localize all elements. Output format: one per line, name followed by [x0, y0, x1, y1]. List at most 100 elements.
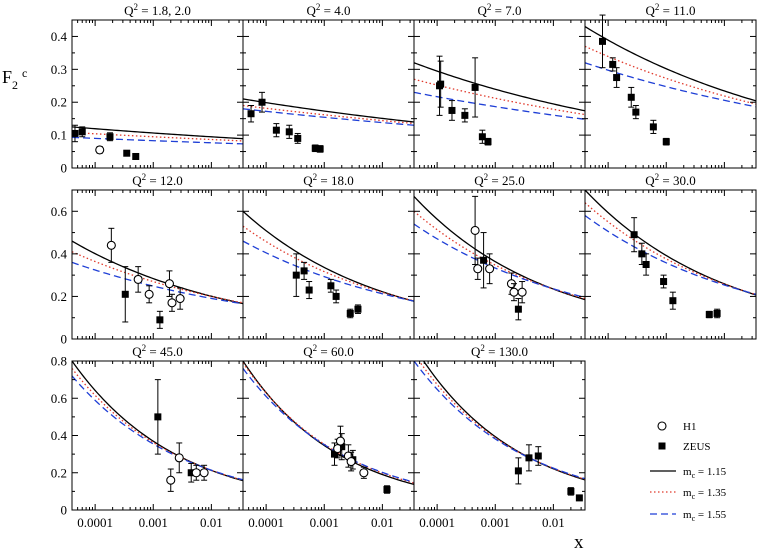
zeus-point — [187, 469, 195, 477]
y-tick-label: 0.4 — [51, 29, 68, 44]
curve-mc155 — [72, 136, 243, 145]
panel: Q2 = 11.0 — [584, 2, 757, 169]
y-axis-label-main: F — [2, 67, 12, 87]
panel: Q2 = 25.0 — [413, 172, 586, 340]
zeus-point — [156, 316, 164, 324]
curve-mc115 — [414, 62, 585, 112]
curve-mc115 — [243, 98, 414, 123]
zeus-point — [316, 145, 324, 153]
zeus-point — [330, 450, 338, 458]
zeus-point — [346, 309, 354, 317]
curve-mc135 — [585, 202, 756, 296]
h1-point — [95, 145, 105, 155]
zeus-point — [383, 486, 391, 494]
curve-mc115 — [414, 195, 585, 301]
h1-point — [175, 294, 185, 304]
x-tick-label: 0.0001 — [248, 515, 284, 530]
legend-marker-h1 — [657, 421, 667, 431]
x-tick-label: 0.001 — [481, 515, 510, 530]
zeus-point — [669, 297, 677, 305]
panel: Q2 = 60.0 0.0001 0.001 0.01 — [242, 343, 415, 530]
panel-frame — [584, 189, 757, 340]
curve-mc115 — [585, 190, 756, 296]
zeus-point — [598, 37, 606, 45]
zeus-point — [272, 126, 280, 134]
y-tick-label: 0 — [61, 503, 68, 518]
h1-point — [199, 468, 209, 478]
zeus-point — [332, 292, 340, 300]
legend-label-mc135: mc = 1.35 — [683, 487, 727, 501]
panel-title: Q2 = 7.0 — [478, 2, 522, 18]
curve-mc135 — [418, 361, 585, 480]
curve-mc155 — [414, 91, 585, 120]
x-tick-label: 0.01 — [200, 515, 223, 530]
y-tick-label: 0 — [61, 332, 68, 347]
panel-frame — [71, 19, 244, 169]
h1-point — [191, 468, 201, 478]
x-tick-label: 0.0001 — [77, 515, 113, 530]
zeus-point — [642, 261, 650, 268]
y-tick-label: 0.2 — [51, 289, 67, 304]
y-tick-label: 0.2 — [51, 95, 67, 110]
h1-point — [509, 287, 519, 297]
zeus-point — [448, 106, 456, 114]
panel: Q2 = 7.0 — [413, 2, 586, 169]
h1-point — [359, 468, 369, 478]
x-tick-label: 0.0001 — [419, 515, 455, 530]
x-axis-label: x — [574, 532, 584, 552]
curve-mc115 — [585, 26, 756, 102]
zeus-point — [258, 98, 266, 106]
curve-mc135 — [72, 251, 243, 304]
panel-title: Q2 = 130.0 — [471, 343, 528, 359]
zeus-point — [71, 129, 79, 137]
panel: Q2 = 4.0 — [242, 2, 415, 169]
zeus-point — [437, 80, 445, 88]
zeus-point — [285, 128, 293, 136]
zeus-point — [78, 128, 86, 136]
panel-frame — [242, 189, 415, 340]
y-tick-label: 0.4 — [51, 246, 68, 261]
zeus-point — [461, 111, 469, 119]
h1-point — [485, 264, 495, 274]
curve-mc115 — [422, 361, 585, 481]
zeus-point — [478, 133, 486, 141]
y-tick-label: 0.1 — [51, 128, 67, 143]
curve-mc135 — [243, 225, 414, 302]
curve-mc115 — [243, 210, 414, 302]
curve-mc135 — [243, 362, 414, 484]
y-tick-label: 0.6 — [51, 391, 68, 406]
panel-title: Q2 = 11.0 — [646, 2, 696, 18]
curve-mc155 — [72, 261, 243, 305]
panel: Q2 = 12.0 0 0.2 0.4 0.6 — [51, 172, 244, 347]
zeus-point — [327, 282, 335, 290]
panel-title: Q2 = 4.0 — [307, 2, 351, 18]
zeus-point — [471, 83, 479, 91]
curve-mc155 — [414, 361, 585, 480]
zeus-point — [627, 93, 635, 101]
y-tick-label: 0 — [61, 161, 68, 176]
zeus-point — [311, 144, 319, 152]
curve-mc115 — [72, 126, 243, 140]
zeus-point — [354, 305, 362, 313]
zeus-point — [609, 60, 617, 68]
curve-mc115 — [243, 361, 414, 486]
h1-point — [133, 274, 143, 284]
zeus-point — [123, 149, 131, 157]
h1-point — [106, 240, 116, 250]
h1-point — [335, 436, 346, 446]
curve-mc155 — [585, 215, 756, 295]
panel: Q2 = 1.8, 2.0 0 0.1 0.2 0.3 0.4 — [51, 2, 244, 176]
zeus-point — [649, 123, 657, 131]
y-tick-label: 0.8 — [51, 354, 67, 369]
panel-title: Q2 = 25.0 — [474, 172, 524, 188]
zeus-point — [132, 152, 140, 160]
zeus-point — [660, 278, 668, 286]
panel-title: Q2 = 45.0 — [132, 343, 182, 359]
panels: Q2 = 1.8, 2.0 0 0.1 0.2 0.3 0.4 Q2 = 4.0 Q2 = 7… — [51, 2, 757, 530]
zeus-point — [613, 74, 621, 82]
zeus-point — [514, 305, 522, 313]
panel-title: Q2 = 1.8, 2.0 — [124, 2, 191, 18]
zeus-point — [514, 467, 522, 475]
curve-mc135 — [243, 104, 414, 125]
